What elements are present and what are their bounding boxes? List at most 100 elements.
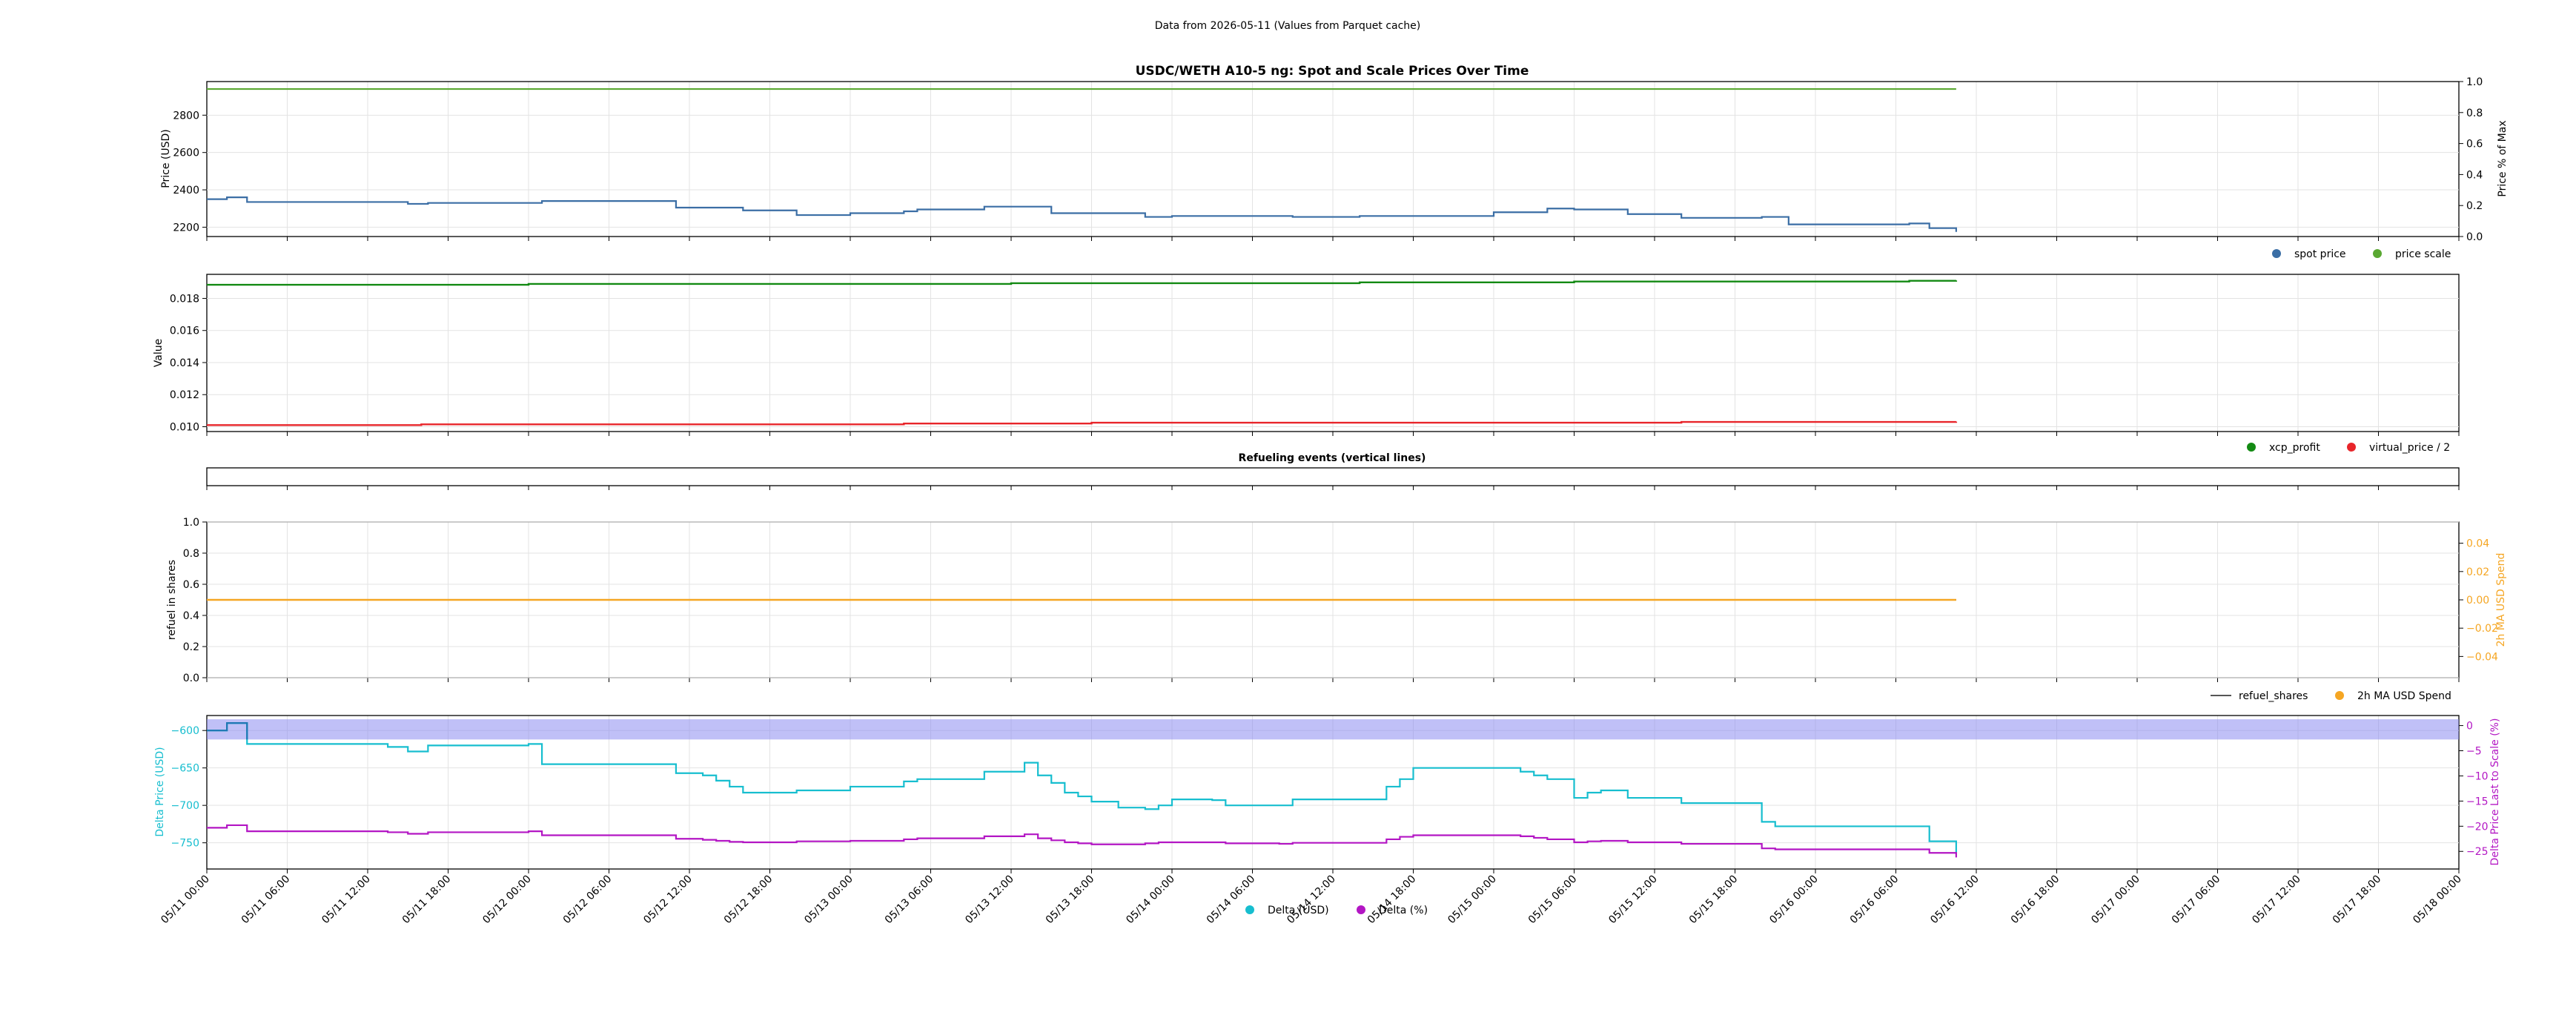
y2-tick-label: −5 [2466, 746, 2482, 758]
suptitle: Data from 2026-05-11 (Values from Parque… [1155, 20, 1421, 32]
legend-dot-marker [1357, 905, 1365, 914]
legend-label: Delta (%) [1379, 905, 1428, 916]
x-tick-label: 05/12 18:00 [722, 873, 775, 927]
panel-price-title: USDC/WETH A10-5 ng: Spot and Scale Price… [1136, 64, 1529, 79]
panel-refuel-y2label: 2h MA USD Spend [2495, 553, 2507, 647]
y2-tick-label: 0.4 [2466, 169, 2483, 181]
y-tick-label: −600 [171, 725, 199, 737]
x-tick-label: 05/13 12:00 [963, 873, 1016, 927]
series-delta-pct [207, 824, 1957, 858]
y2-tick-label: 0 [2466, 721, 2473, 733]
x-tick-label: 05/11 12:00 [319, 873, 373, 927]
x-tick-label: 05/16 06:00 [1848, 873, 1901, 927]
y-tick-label: 0.2 [183, 641, 199, 653]
legend-dot-marker [1245, 905, 1254, 914]
y-tick-label: 2200 [173, 222, 199, 234]
y2-tick-label: 1.0 [2466, 76, 2483, 88]
y2-tick-label: −0.02 [2466, 623, 2498, 635]
chart-marks: 05/11 00:00 05/11 06:00 05/11 12:00 05/11 1… [159, 76, 2498, 926]
y-tick-label: 0.010 [170, 422, 199, 434]
x-tick-label: 05/18 00:00 [2411, 873, 2464, 927]
highlight-band [207, 719, 2459, 740]
x-tick-label: 05/11 00:00 [159, 873, 212, 927]
x-tick-label: 05/15 12:00 [1606, 873, 1660, 927]
y2-tick-label: 0.04 [2466, 538, 2489, 550]
y2-tick-label: 0.2 [2466, 200, 2483, 212]
panel-delta-y2label: Delta Price Last to Scale (%) [2489, 718, 2501, 866]
legend-dot-marker [2335, 691, 2344, 700]
x-tick-label: 05/12 00:00 [480, 873, 534, 927]
legend-dot-marker [2272, 249, 2281, 258]
y2-tick-label: −10 [2466, 770, 2489, 782]
x-tick-label: 05/17 18:00 [2331, 873, 2384, 927]
legend-dot-marker [2347, 443, 2356, 452]
panel-price-y2label: Price % of Max [2497, 120, 2509, 196]
panel-delta-ylabel: Delta Price (USD) [154, 747, 166, 836]
legend-label: refuel_shares [2239, 690, 2308, 702]
x-tick-label: 05/13 06:00 [883, 873, 936, 927]
x-tick-label: 05/11 18:00 [400, 873, 454, 927]
legend-label: Delta (USD) [1268, 905, 1329, 916]
x-tick-label: 05/14 18:00 [1365, 873, 1419, 927]
panel-delta: Delta Price (USD) Delta Price Last to Sc… [154, 718, 2501, 866]
series-xcp-profit [207, 280, 1958, 286]
x-tick-label: 05/16 00:00 [1767, 873, 1821, 927]
y-tick-label: 2600 [173, 148, 199, 159]
y-tick-label: 2800 [173, 110, 199, 122]
series-delta-usd [207, 721, 1957, 854]
x-tick-label: 05/15 18:00 [1687, 873, 1741, 927]
y2-tick-label: −20 [2466, 821, 2489, 833]
series-spot-price [207, 196, 1957, 232]
x-tick-label: 05/14 06:00 [1205, 873, 1258, 927]
x-tick-label: 05/12 12:00 [641, 873, 695, 927]
y-tick-label: 2400 [173, 185, 199, 196]
y2-tick-label: 0.8 [2466, 108, 2483, 119]
x-tick-label: 05/13 00:00 [802, 873, 855, 927]
legend-label: virtual_price / 2 [2369, 442, 2450, 454]
series-delta-usd-head [207, 721, 248, 740]
y2-tick-label: −0.04 [2466, 651, 2498, 663]
y-tick-label: 0.016 [170, 326, 199, 337]
y2-tick-label: 0.0 [2466, 231, 2483, 243]
y2-tick-label: 0.6 [2466, 139, 2483, 151]
y2-tick-label: −15 [2466, 796, 2489, 807]
x-tick-label: 05/13 18:00 [1044, 873, 1097, 927]
x-tick-label: 05/12 06:00 [561, 873, 615, 927]
panel-price-ylabel: Price (USD) [160, 129, 172, 188]
series-virtual-price [207, 420, 1958, 426]
legend-label: spot price [2294, 248, 2346, 260]
panel-price: USDC/WETH A10-5 ng: Spot and Scale Price… [160, 64, 2509, 197]
axes-frame [206, 467, 2460, 486]
x-tick-label: 05/17 12:00 [2250, 873, 2303, 927]
panel-refuel-ylabel: refuel in shares [166, 560, 178, 640]
panel-refuel-events-title: Refueling events (vertical lines) [1239, 452, 1426, 464]
panel-refuel-events: Refueling events (vertical lines) [1239, 452, 1426, 464]
y2-tick-label: 0.00 [2466, 595, 2489, 607]
y-tick-label: 0.0 [183, 673, 199, 684]
legend-label: price scale [2395, 248, 2451, 260]
x-tick-label: 05/15 00:00 [1446, 873, 1499, 927]
y-tick-label: 0.012 [170, 389, 199, 401]
x-tick-label: 05/16 18:00 [2009, 873, 2062, 927]
legend-label: xcp_profit [2269, 442, 2320, 454]
x-tick-label: 05/14 12:00 [1285, 873, 1338, 927]
legend-dot-marker [2373, 249, 2382, 258]
y2-tick-label: −25 [2466, 846, 2489, 858]
x-tick-label: 05/15 06:00 [1526, 873, 1580, 927]
panel-value: Value [153, 339, 165, 367]
x-tick-label: 05/17 06:00 [2170, 873, 2223, 927]
y-tick-label: −750 [171, 838, 199, 850]
legend-label: 2h MA USD Spend [2357, 690, 2451, 702]
y-tick-label: −650 [171, 763, 199, 775]
x-tick-label: 05/17 00:00 [2089, 873, 2142, 927]
y2-tick-label: 0.02 [2466, 566, 2489, 578]
legend-dot-marker [2247, 443, 2256, 452]
panel-value-ylabel: Value [153, 339, 165, 367]
y-tick-label: 0.6 [183, 579, 199, 591]
x-tick-label: 05/14 00:00 [1124, 873, 1177, 927]
y-tick-label: 0.014 [170, 357, 199, 369]
x-tick-label: 05/11 06:00 [239, 873, 293, 927]
y-tick-label: 0.8 [183, 548, 199, 560]
y-tick-label: −700 [171, 800, 199, 812]
